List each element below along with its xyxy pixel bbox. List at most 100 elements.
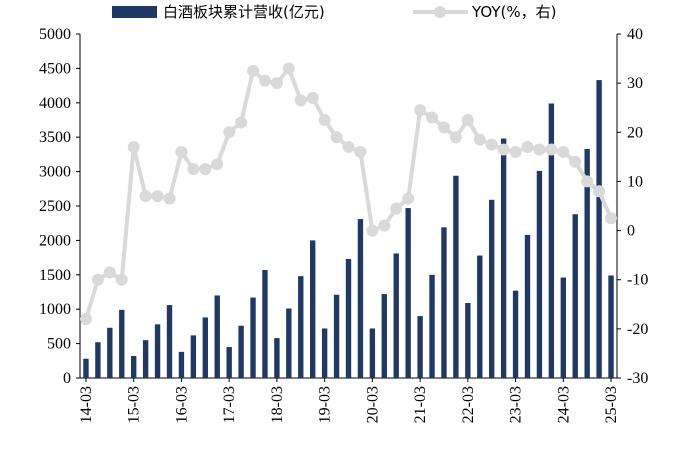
yoy-point [509, 145, 522, 158]
bar [190, 335, 197, 378]
y-left-tick-label: 3500 [39, 129, 71, 146]
yoy-point [79, 313, 92, 326]
y-left-tick-label: 1000 [39, 301, 71, 318]
bar [572, 214, 578, 378]
yoy-point [569, 155, 582, 168]
bar [119, 309, 125, 378]
yoy-point [366, 224, 379, 237]
bar [131, 355, 137, 378]
bar [83, 358, 89, 378]
bar [584, 148, 590, 378]
yoy-point [402, 192, 415, 205]
yoy-point [211, 158, 224, 171]
yoy-point [330, 131, 343, 144]
yoy-point [593, 185, 606, 198]
bar [345, 258, 352, 378]
yoy-point [545, 143, 558, 156]
yoy-point [354, 145, 367, 158]
bar [489, 199, 495, 378]
yoy-point [318, 114, 331, 126]
x-tick-label: 22-03 [460, 386, 477, 423]
bar [95, 342, 101, 378]
y-left-tick-label: 1500 [39, 267, 71, 284]
y-left-tick-label: 2000 [39, 232, 71, 249]
x-tick-label: 18-03 [269, 386, 286, 423]
bar [286, 308, 292, 378]
y-right-tick-label: 40 [627, 26, 643, 43]
bar [202, 317, 208, 378]
yoy-point [461, 114, 474, 126]
legend-label-yoy: YOY(%，右) [471, 3, 556, 21]
bar [453, 175, 459, 378]
bar [417, 316, 423, 378]
yoy-point [449, 131, 462, 144]
y-right-tick-label: -20 [627, 321, 648, 338]
bar [154, 324, 161, 378]
yoy-point [199, 163, 212, 176]
x-tick-label: 23-03 [508, 386, 525, 423]
bar [166, 305, 173, 378]
yoy-point [235, 116, 248, 129]
yoy-point [91, 273, 104, 286]
legend-swatch-yoy-marker [434, 6, 446, 18]
bar [405, 208, 411, 378]
bar [500, 138, 507, 378]
yoy-point [414, 104, 427, 117]
bar [512, 290, 519, 378]
y-right-tick-label: 0 [627, 223, 635, 240]
yoy-point [258, 74, 271, 87]
yoy-point [187, 163, 200, 176]
yoy-point [282, 62, 295, 75]
bar [250, 297, 256, 378]
yoy-point [378, 219, 391, 232]
plot-area: 0 500 1000 1500 2000 2500 3000 3500 4000 4500 5000… [39, 26, 648, 423]
bar [381, 294, 387, 378]
yoy-point [473, 133, 486, 146]
bar [429, 274, 435, 378]
x-tick-label: 14-03 [78, 386, 95, 423]
bar [333, 294, 340, 378]
y-left-tick-label: 5000 [39, 26, 71, 43]
x-tick-label: 20-03 [364, 386, 381, 423]
bar [477, 255, 483, 378]
bar [393, 253, 399, 378]
x-tick-label: 15-03 [126, 386, 143, 423]
y-left-tick-label: 2500 [39, 198, 71, 215]
bar [596, 80, 602, 378]
yoy-point [342, 141, 355, 154]
y-left-tick-label: 500 [47, 336, 71, 353]
yoy-point [426, 111, 439, 124]
bar [608, 275, 614, 378]
bar [357, 219, 364, 378]
yoy-point [521, 141, 534, 154]
y-left-tick-label: 4000 [39, 95, 71, 112]
x-tick-label: 17-03 [221, 386, 238, 423]
x-tick-label: 16-03 [173, 386, 190, 423]
yoy-point [247, 64, 260, 77]
bar [310, 240, 316, 378]
x-tick-label: 19-03 [317, 386, 334, 423]
bar [441, 227, 447, 378]
yoy-point [533, 143, 546, 156]
bar [274, 338, 280, 378]
yoy-point [163, 192, 176, 205]
x-tick-label: 24-03 [555, 386, 572, 423]
bar [536, 170, 543, 378]
yoy-point [270, 77, 283, 90]
yoy-point [390, 202, 403, 215]
bar [369, 328, 376, 378]
bar [321, 328, 328, 378]
y-left-tick-label: 3000 [39, 164, 71, 181]
y-right-tick-label: 30 [627, 75, 643, 92]
legend-label-revenue: 白酒板块累计营收(亿元) [163, 3, 325, 21]
bar [560, 277, 566, 378]
bar [178, 351, 185, 378]
yoy-point [605, 212, 618, 225]
bar [226, 347, 232, 378]
bar [548, 103, 555, 378]
x-tick-label: 21-03 [412, 386, 429, 423]
yoy-point [127, 141, 140, 154]
legend-swatch-revenue [112, 6, 157, 18]
yoy-point [115, 273, 128, 286]
bar [214, 295, 220, 378]
